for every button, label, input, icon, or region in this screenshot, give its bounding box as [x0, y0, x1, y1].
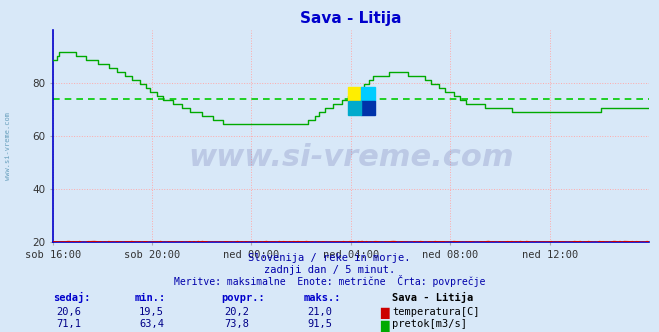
Text: Sava - Litija: Sava - Litija	[392, 292, 473, 303]
Text: █: █	[380, 320, 389, 332]
Text: sedaj:: sedaj:	[53, 292, 90, 303]
Title: Sava - Litija: Sava - Litija	[300, 11, 402, 26]
FancyBboxPatch shape	[361, 101, 375, 115]
FancyBboxPatch shape	[361, 87, 375, 101]
Text: 73,8: 73,8	[225, 319, 250, 329]
Text: 91,5: 91,5	[307, 319, 332, 329]
Text: Meritve: maksimalne  Enote: metrične  Črta: povprečje: Meritve: maksimalne Enote: metrične Črta…	[174, 275, 485, 287]
FancyBboxPatch shape	[348, 87, 361, 101]
Text: zadnji dan / 5 minut.: zadnji dan / 5 minut.	[264, 265, 395, 275]
Text: 20,2: 20,2	[225, 307, 250, 317]
Text: www.si-vreme.com: www.si-vreme.com	[188, 143, 514, 172]
FancyBboxPatch shape	[348, 101, 361, 115]
Text: Slovenija / reke in morje.: Slovenija / reke in morje.	[248, 253, 411, 263]
Text: 20,6: 20,6	[57, 307, 82, 317]
Text: pretok[m3/s]: pretok[m3/s]	[392, 319, 467, 329]
Text: █: █	[380, 308, 389, 319]
Text: 71,1: 71,1	[57, 319, 82, 329]
Text: 63,4: 63,4	[139, 319, 164, 329]
Text: www.si-vreme.com: www.si-vreme.com	[5, 112, 11, 180]
Text: 21,0: 21,0	[307, 307, 332, 317]
Text: povpr.:: povpr.:	[221, 293, 264, 303]
Text: 19,5: 19,5	[139, 307, 164, 317]
Text: temperatura[C]: temperatura[C]	[392, 307, 480, 317]
Text: min.:: min.:	[135, 293, 166, 303]
Text: maks.:: maks.:	[303, 293, 341, 303]
